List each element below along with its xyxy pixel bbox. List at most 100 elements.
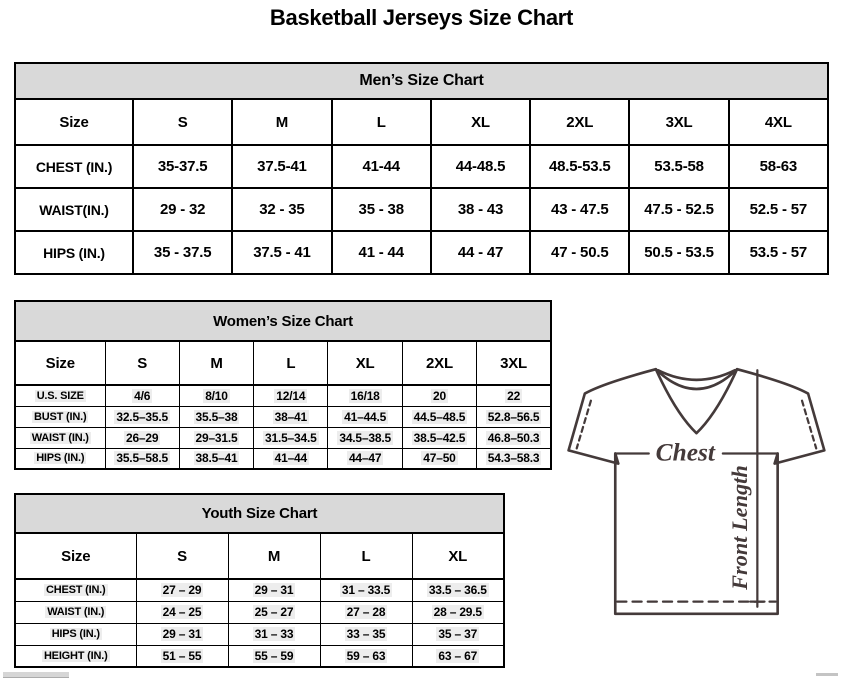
cell-value: 50.5 - 53.5	[644, 244, 714, 261]
cell-value: 41-44	[362, 158, 401, 175]
table-cell: 48.5-53.5	[529, 144, 631, 189]
table-cell: 32.5–35.5	[104, 405, 180, 428]
table-row: HEIGHT (IN.) 51 – 55 55 – 59 59 – 63 63 – 67	[14, 644, 505, 668]
table-cell: 44–47	[327, 447, 403, 470]
table-cell: 31 – 33	[227, 622, 321, 646]
table-cell: 27 – 28	[319, 600, 413, 624]
table-cell: 12/14	[253, 384, 329, 407]
cell-value: 25 – 27	[252, 605, 296, 619]
table-cell: 33.5 – 36.5	[411, 578, 505, 602]
table-row: U.S. SIZE 4/6 8/10 12/14 16/18 20 22	[14, 384, 552, 407]
front-length-label: Front Length	[727, 465, 752, 591]
cell-value: 31 – 33	[252, 627, 296, 641]
table-cell: 35 – 37	[411, 622, 505, 646]
column-header: Size	[14, 532, 137, 580]
row-label-text: WAIST(IN.)	[39, 201, 109, 218]
right-cuff-dashed-line	[800, 399, 818, 450]
row-label-text: HIPS (IN.)	[34, 452, 87, 465]
mens-size-table: Men’s Size Chart Size S M L XL 2XL 3XL 4XL CHES…	[14, 62, 830, 275]
column-header: Size	[14, 98, 134, 146]
cell-value: 59 – 63	[344, 648, 388, 663]
cell-value: 46.8–50.3	[485, 430, 542, 445]
table-row: CHEST (IN.) 35-37.5 37.5-41 41-44 44-48.5 48.…	[14, 144, 830, 189]
table-cell: 38.5–41	[178, 447, 255, 470]
column-header: Size	[14, 340, 106, 386]
row-label: CHEST (IN.)	[14, 578, 137, 602]
table-cell: 37.5-41	[231, 144, 333, 189]
row-label-text: WAIST (IN.)	[29, 431, 91, 444]
column-header: L	[330, 98, 432, 146]
table-cell: 20	[401, 384, 478, 407]
table-row: WAIST (IN.) 26–29 29–31.5 31.5–34.5 34.5–38.…	[14, 426, 552, 449]
table-cell: 35-37.5	[131, 144, 234, 189]
cell-value: 35.5–58.5	[114, 451, 170, 466]
cell-value: 47.5 - 52.5	[644, 201, 714, 218]
cell-value: 41–44.5	[342, 409, 389, 424]
cell-value: 32 - 35	[259, 201, 305, 218]
table-row: HIPS (IN.) 29 – 31 31 – 33 33 – 35 35 – 37	[14, 622, 505, 646]
table-cell: 53.5 - 57	[727, 230, 830, 275]
table-cell: 44 - 47	[429, 230, 532, 275]
cell-value: 38.5–42.5	[411, 430, 468, 445]
table-cell: 47.5 - 52.5	[628, 187, 730, 232]
row-label: WAIST (IN.)	[14, 426, 106, 449]
cell-value: 4/6	[132, 388, 153, 403]
table-cell: 43 - 47.5	[529, 187, 631, 232]
table-cell: 38 - 43	[429, 187, 532, 232]
table-cell: 34.5–38.5	[327, 426, 403, 449]
table-title: Men’s Size Chart	[14, 62, 829, 100]
table-cell: 47 - 50.5	[529, 230, 631, 275]
row-label-text: CHEST (IN.)	[35, 158, 113, 175]
table-cell: 41-44	[330, 144, 432, 189]
cell-value: 47–50	[421, 451, 458, 466]
table-cell: 35.5–38	[178, 405, 255, 428]
table-cell: 35.5–58.5	[104, 447, 180, 470]
table-cell: 41–44	[253, 447, 329, 470]
table-cell: 22	[476, 384, 552, 407]
row-label-text: HIPS (IN.)	[49, 628, 102, 640]
cell-value: 28 – 29.5	[431, 605, 484, 619]
table-cell: 35 - 38	[330, 187, 432, 232]
cell-value: 35.5–38	[193, 409, 240, 424]
cell-value: 33 – 35	[344, 627, 388, 641]
cell-value: 29 – 31	[252, 583, 296, 598]
table-cell: 44.5–48.5	[401, 405, 478, 428]
column-header: S	[131, 98, 234, 146]
column-header-row: Size S M L XL 2XL 3XL	[14, 340, 552, 386]
cell-value: 63 – 67	[436, 648, 480, 663]
table-row: HIPS (IN.) 35.5–58.5 38.5–41 41–44 44–47 47–5…	[14, 447, 552, 470]
cell-value: 38 - 43	[457, 201, 504, 218]
column-header: L	[319, 532, 413, 580]
cell-value: 35 – 37	[436, 627, 480, 641]
table-title-row: Women’s Size Chart	[14, 300, 552, 342]
table-row: WAIST (IN.) 24 – 25 25 – 27 27 – 28 28 – 29.…	[14, 600, 505, 624]
collar-back-arc	[656, 368, 737, 382]
column-header: XL	[327, 340, 403, 386]
row-label: HEIGHT (IN.)	[14, 644, 137, 668]
cell-value: 29–31.5	[193, 430, 240, 445]
cell-value: 33.5 – 36.5	[426, 583, 489, 598]
cell-value: 37.5-41	[257, 158, 307, 175]
cell-value: 29 - 32	[159, 201, 206, 218]
cell-value: 22	[505, 388, 523, 403]
table-cell: 41 - 44	[330, 230, 432, 275]
table-title: Women’s Size Chart	[14, 300, 552, 342]
table-cell: 41–44.5	[327, 405, 403, 428]
table-title-row: Youth Size Chart	[14, 493, 505, 534]
table-cell: 4/6	[104, 384, 180, 407]
table-cell: 24 – 25	[135, 600, 229, 624]
cell-value: 8/10	[203, 388, 230, 403]
table-cell: 52.8–56.5	[476, 405, 552, 428]
v-neck-outline	[654, 367, 739, 435]
table-cell: 35 - 37.5	[131, 230, 234, 275]
table-cell: 38.5–42.5	[401, 426, 478, 449]
table-cell: 37.5 - 41	[231, 230, 333, 275]
table-cell: 51 – 55	[135, 644, 229, 668]
youth-size-table: Youth Size Chart Size S M L XL CHEST (IN.) 27…	[14, 493, 505, 668]
table-row: CHEST (IN.) 27 – 29 29 – 31 31 – 33.5 33.5 –…	[14, 578, 505, 602]
cell-value: 52.5 - 57	[749, 201, 808, 218]
table-cell: 33 – 35	[319, 622, 413, 646]
table-cell: 50.5 - 53.5	[628, 230, 730, 275]
row-label-text: CHEST (IN.)	[43, 584, 108, 597]
